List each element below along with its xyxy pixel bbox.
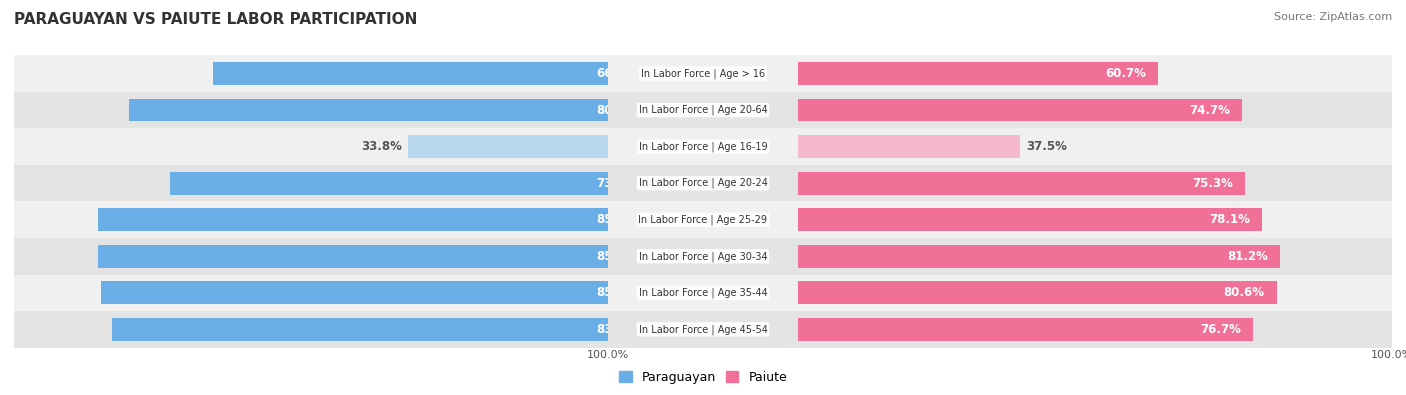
Bar xyxy=(797,55,1392,92)
Bar xyxy=(609,92,797,128)
Bar xyxy=(797,282,1277,304)
Bar xyxy=(408,135,609,158)
Text: In Labor Force | Age 45-54: In Labor Force | Age 45-54 xyxy=(638,324,768,335)
Bar xyxy=(797,201,1392,238)
Text: In Labor Force | Age > 16: In Labor Force | Age > 16 xyxy=(641,68,765,79)
Bar xyxy=(797,135,1021,158)
Text: 60.7%: 60.7% xyxy=(1105,67,1146,80)
Text: 74.7%: 74.7% xyxy=(1189,103,1230,117)
Text: 83.5%: 83.5% xyxy=(596,323,637,336)
Bar xyxy=(98,209,609,231)
Text: PARAGUAYAN VS PAIUTE LABOR PARTICIPATION: PARAGUAYAN VS PAIUTE LABOR PARTICIPATION xyxy=(14,12,418,27)
Bar xyxy=(14,55,609,92)
Text: In Labor Force | Age 25-29: In Labor Force | Age 25-29 xyxy=(638,214,768,225)
Bar xyxy=(129,99,609,121)
Bar xyxy=(797,209,1261,231)
Bar xyxy=(98,245,609,267)
Text: In Labor Force | Age 20-24: In Labor Force | Age 20-24 xyxy=(638,178,768,188)
Bar xyxy=(609,238,797,275)
Text: 75.3%: 75.3% xyxy=(1192,177,1233,190)
Bar xyxy=(14,201,609,238)
Bar xyxy=(214,62,609,85)
Bar xyxy=(797,311,1392,348)
Text: 80.6%: 80.6% xyxy=(596,103,637,117)
Text: 78.1%: 78.1% xyxy=(1209,213,1250,226)
Text: In Labor Force | Age 16-19: In Labor Force | Age 16-19 xyxy=(638,141,768,152)
Bar xyxy=(14,165,609,201)
Bar xyxy=(609,165,797,201)
Text: In Labor Force | Age 30-34: In Labor Force | Age 30-34 xyxy=(638,251,768,261)
Bar xyxy=(797,275,1392,311)
Text: Source: ZipAtlas.com: Source: ZipAtlas.com xyxy=(1274,12,1392,22)
Text: 76.7%: 76.7% xyxy=(1201,323,1241,336)
Bar xyxy=(797,99,1241,121)
Bar xyxy=(609,128,797,165)
Text: 33.8%: 33.8% xyxy=(361,140,402,153)
Bar xyxy=(14,311,609,348)
Bar xyxy=(14,238,609,275)
Bar xyxy=(797,238,1392,275)
Text: 81.2%: 81.2% xyxy=(1227,250,1268,263)
Bar xyxy=(609,201,797,238)
Text: 73.7%: 73.7% xyxy=(596,177,637,190)
Bar xyxy=(609,55,797,92)
Bar xyxy=(14,92,609,128)
Text: In Labor Force | Age 35-44: In Labor Force | Age 35-44 xyxy=(638,288,768,298)
Bar xyxy=(797,172,1246,194)
Text: 85.8%: 85.8% xyxy=(596,250,638,263)
Bar xyxy=(797,245,1281,267)
Bar xyxy=(101,282,609,304)
Bar xyxy=(112,318,609,340)
Bar xyxy=(797,92,1392,128)
Text: 80.6%: 80.6% xyxy=(1223,286,1265,299)
Bar xyxy=(14,128,609,165)
Bar xyxy=(170,172,609,194)
Text: 66.5%: 66.5% xyxy=(596,67,638,80)
Bar xyxy=(797,165,1392,201)
Legend: Paraguayan, Paiute: Paraguayan, Paiute xyxy=(614,366,792,389)
Bar xyxy=(609,275,797,311)
Bar xyxy=(797,318,1254,340)
Text: 85.9%: 85.9% xyxy=(596,213,638,226)
Text: In Labor Force | Age 20-64: In Labor Force | Age 20-64 xyxy=(638,105,768,115)
Bar xyxy=(609,311,797,348)
Text: 37.5%: 37.5% xyxy=(1026,140,1067,153)
Text: 85.4%: 85.4% xyxy=(596,286,638,299)
Bar xyxy=(797,128,1392,165)
Bar xyxy=(14,275,609,311)
Bar xyxy=(797,62,1159,85)
